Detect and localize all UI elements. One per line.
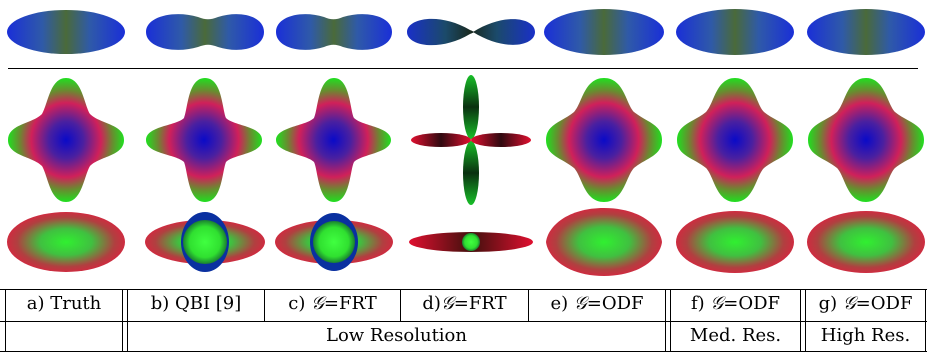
table-vline <box>5 289 6 352</box>
glyph-c-row1 <box>276 14 392 50</box>
glyph-c-row2 <box>276 78 391 202</box>
column-label-e: e) 𝒢=ODF <box>550 293 644 314</box>
glyph-b-row3 <box>145 212 265 272</box>
glyph-d-row1 <box>407 18 535 46</box>
glyph-f-row3 <box>676 211 794 273</box>
glyph-b-row2 <box>146 78 262 202</box>
group-label-high: High Res. <box>820 325 911 346</box>
caption-table: a) Truth b) QBI [9] c) 𝒢=FRT d)𝒢=FRT e) … <box>0 289 927 352</box>
glyph-a-row3 <box>7 212 125 272</box>
table-vline <box>670 289 671 352</box>
glyph-a-row2 <box>8 78 124 202</box>
glyph-b-row1 <box>146 14 264 50</box>
table-vline <box>800 289 801 352</box>
glyph-e-row1 <box>544 9 664 55</box>
group-label-low: Low Resolution <box>326 325 467 346</box>
column-label-f: f) 𝒢=ODF <box>691 293 780 314</box>
column-label-g: g) 𝒢=ODF <box>818 293 913 314</box>
table-vline <box>400 289 401 321</box>
row-divider <box>8 68 918 69</box>
glyph-d-row2 <box>411 75 531 205</box>
glyph-a-row1 <box>7 10 125 54</box>
table-vline <box>528 289 529 321</box>
column-label-c: c) 𝒢=FRT <box>288 293 377 314</box>
column-label-a: a) Truth <box>26 293 102 314</box>
table-vline <box>805 289 806 352</box>
glyph-figure <box>7 9 925 276</box>
table-mid-rule <box>0 321 927 322</box>
glyph-e-row2 <box>546 78 662 202</box>
table-vline <box>122 289 123 352</box>
column-label-b: b) QBI [9] <box>150 293 242 314</box>
table-vline <box>925 289 926 352</box>
glyph-f-row2 <box>677 78 793 202</box>
row-2-glyphs <box>8 75 924 205</box>
glyph-g-row3 <box>807 211 925 273</box>
table-top-rule <box>0 289 927 290</box>
group-label-med: Med. Res. <box>689 325 782 346</box>
glyph-g-row2 <box>808 78 924 202</box>
glyph-e-row3 <box>546 208 662 276</box>
table-vline <box>264 289 265 321</box>
glyph-d-row3 <box>409 232 533 252</box>
table-vline <box>127 289 128 352</box>
glyph-c-row3 <box>275 213 393 271</box>
table-vline <box>665 289 666 352</box>
glyph-f-row1 <box>676 9 794 55</box>
glyph-g-row1 <box>807 9 925 55</box>
row-1-glyphs <box>7 9 925 55</box>
row-3-glyphs <box>7 208 925 276</box>
column-label-d: d)𝒢=FRT <box>422 293 507 314</box>
